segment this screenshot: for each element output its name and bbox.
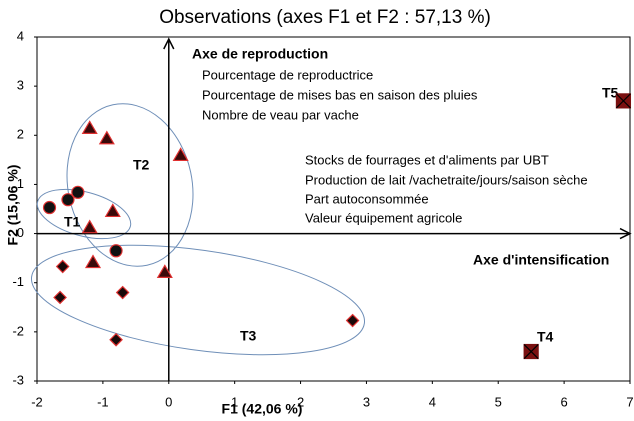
x-tick-label: 3	[363, 394, 370, 409]
x-tick-label: 4	[429, 394, 436, 409]
point	[156, 264, 173, 278]
group-label: T1	[64, 214, 81, 230]
y-tick-label: -1	[12, 274, 24, 289]
annotation-title: Axe de reproduction	[192, 46, 328, 62]
x-tick-label: 5	[495, 394, 502, 409]
x-tick-label: 1	[231, 394, 238, 409]
point	[84, 254, 102, 269]
point	[109, 244, 123, 258]
annotation-title: Axe d'intensification	[473, 252, 609, 268]
point	[109, 332, 123, 347]
x-tick-label: 0	[165, 394, 172, 409]
annotation: Nombre de veau par vache	[202, 107, 359, 122]
x-tick-label: 2	[297, 394, 304, 409]
point	[55, 259, 70, 274]
group-label: T3	[240, 328, 257, 344]
x-tick-label: -2	[31, 394, 43, 409]
x-axis-label: F1 (42,06 %)	[222, 401, 303, 417]
point	[345, 313, 360, 328]
group-label: T5	[602, 85, 619, 101]
annotation: Valeur équipement agricole	[305, 210, 462, 225]
y-tick-label: 2	[17, 127, 24, 142]
ellipse-t1	[36, 188, 132, 240]
point-cross	[523, 344, 539, 359]
point	[42, 200, 57, 215]
annotation: Production de lait /vachetraite/jours/sa…	[305, 172, 588, 187]
axis-arrow	[619, 227, 632, 240]
point	[71, 185, 85, 199]
group-label: T4	[537, 329, 554, 345]
point	[81, 120, 98, 135]
x-tick-label: -1	[97, 394, 109, 409]
group-ellipses	[30, 103, 366, 356]
ellipse-t3	[30, 244, 366, 356]
plot-frame	[36, 36, 631, 382]
point	[172, 147, 189, 162]
annotation: Stocks de fourrages et d'aliments par UB…	[305, 152, 549, 167]
y-tick-label: 3	[17, 78, 24, 93]
point	[53, 290, 67, 305]
point	[98, 130, 115, 145]
x-tick-label: 6	[560, 394, 567, 409]
chart-title: Observations (axes F1 et F2 : 57,13 %)	[159, 7, 491, 28]
group-label: T2	[133, 157, 150, 173]
y-tick-label: 1	[17, 176, 24, 191]
y-tick-label: -3	[12, 372, 24, 387]
point	[61, 193, 75, 207]
y-tick-label: 4	[17, 28, 24, 43]
axis-arrow	[163, 37, 175, 50]
x-tick-label: 7	[626, 394, 633, 409]
annotation: Pourcentage de mises bas en saison des p…	[202, 87, 478, 102]
y-tick-label: 0	[17, 225, 24, 240]
point	[81, 219, 98, 234]
y-tick-label: -2	[12, 323, 24, 338]
point	[115, 285, 130, 300]
y-axis-label: F2 (15,06 %)	[5, 165, 21, 246]
annotation: Part autoconsommée	[305, 191, 429, 206]
point	[104, 203, 121, 218]
annotation: Pourcentage de reproductrice	[202, 67, 373, 82]
point-cross	[615, 93, 631, 109]
